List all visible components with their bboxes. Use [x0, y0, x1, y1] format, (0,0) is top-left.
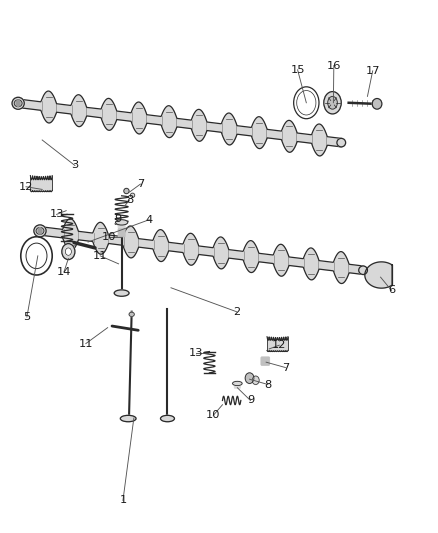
- Text: 11: 11: [93, 251, 107, 261]
- Text: 11: 11: [78, 338, 93, 349]
- Text: 3: 3: [71, 160, 78, 171]
- FancyBboxPatch shape: [234, 382, 240, 388]
- Ellipse shape: [12, 98, 24, 109]
- Text: 12: 12: [272, 340, 286, 350]
- Ellipse shape: [233, 381, 242, 385]
- Text: 10: 10: [206, 410, 221, 421]
- FancyBboxPatch shape: [261, 357, 270, 366]
- Ellipse shape: [34, 225, 46, 237]
- Text: 8: 8: [126, 195, 133, 205]
- Ellipse shape: [65, 248, 71, 255]
- Ellipse shape: [124, 188, 129, 193]
- Text: 10: 10: [102, 232, 116, 242]
- Ellipse shape: [359, 266, 367, 274]
- Ellipse shape: [372, 99, 382, 109]
- Ellipse shape: [324, 92, 341, 114]
- Ellipse shape: [116, 220, 128, 225]
- FancyBboxPatch shape: [118, 221, 125, 228]
- Text: 5: 5: [23, 312, 31, 322]
- Ellipse shape: [21, 237, 52, 275]
- Text: 2: 2: [233, 306, 240, 317]
- Ellipse shape: [16, 100, 20, 107]
- Ellipse shape: [131, 193, 135, 197]
- Text: 15: 15: [290, 65, 305, 75]
- Ellipse shape: [129, 312, 134, 317]
- Text: 6: 6: [388, 286, 395, 295]
- Text: 16: 16: [327, 61, 341, 70]
- Polygon shape: [365, 262, 392, 288]
- Text: 13: 13: [49, 209, 64, 220]
- Text: 13: 13: [189, 348, 204, 358]
- Ellipse shape: [114, 290, 129, 296]
- Circle shape: [245, 373, 254, 383]
- Ellipse shape: [337, 139, 346, 147]
- Ellipse shape: [14, 100, 22, 107]
- Text: 7: 7: [137, 179, 144, 189]
- Ellipse shape: [36, 228, 44, 235]
- FancyBboxPatch shape: [118, 229, 125, 237]
- Text: 4: 4: [145, 215, 153, 225]
- Text: 1: 1: [119, 495, 127, 505]
- Text: 9: 9: [247, 395, 254, 406]
- Text: 12: 12: [19, 182, 33, 192]
- Ellipse shape: [62, 244, 75, 260]
- Text: 8: 8: [264, 379, 272, 390]
- Ellipse shape: [38, 228, 42, 234]
- Text: 17: 17: [365, 66, 380, 76]
- Text: 14: 14: [57, 267, 71, 277]
- Ellipse shape: [120, 415, 136, 422]
- Text: 9: 9: [114, 214, 121, 224]
- Ellipse shape: [297, 91, 316, 115]
- Ellipse shape: [160, 415, 174, 422]
- Ellipse shape: [26, 243, 47, 269]
- Text: 7: 7: [282, 362, 289, 373]
- Ellipse shape: [328, 96, 337, 109]
- Ellipse shape: [293, 87, 319, 119]
- Circle shape: [252, 376, 259, 384]
